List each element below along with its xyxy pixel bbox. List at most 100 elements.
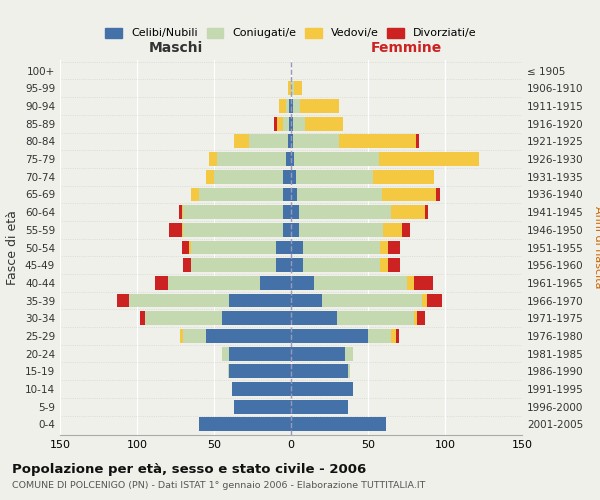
Bar (293, 99, 300, 113)
Bar (130, 294, 229, 308)
Bar (209, 152, 217, 166)
Bar (191, 240, 275, 254)
Bar (289, 99, 291, 113)
Bar (283, 170, 291, 183)
Bar (250, 134, 288, 148)
Bar (214, 170, 283, 183)
Bar (169, 223, 182, 236)
Bar (191, 188, 199, 202)
Bar (291, 188, 297, 202)
Bar (199, 418, 291, 432)
Bar (299, 205, 391, 219)
Bar (275, 240, 291, 254)
Bar (283, 223, 291, 236)
Bar (275, 258, 291, 272)
Y-axis label: Anni di nascita: Anni di nascita (593, 206, 600, 289)
Bar (291, 364, 348, 378)
Bar (293, 134, 339, 148)
Bar (199, 188, 283, 202)
Text: Maschi: Maschi (148, 40, 203, 54)
Bar (217, 152, 286, 166)
Bar (206, 329, 291, 343)
Bar (283, 205, 291, 219)
Bar (145, 312, 222, 325)
Bar (289, 117, 291, 130)
Bar (388, 258, 400, 272)
Text: Popolazione per età, sesso e stato civile - 2006: Popolazione per età, sesso e stato civil… (12, 462, 366, 475)
Bar (283, 188, 291, 202)
Bar (373, 170, 434, 183)
Bar (288, 134, 291, 148)
Bar (183, 329, 206, 343)
Bar (425, 205, 428, 219)
Bar (422, 294, 427, 308)
Bar (304, 258, 380, 272)
Bar (182, 205, 183, 219)
Bar (206, 170, 214, 183)
Bar (234, 400, 291, 413)
Bar (296, 170, 373, 183)
Bar (294, 152, 379, 166)
Bar (314, 276, 407, 290)
Bar (402, 223, 410, 236)
Bar (286, 152, 291, 166)
Bar (291, 223, 299, 236)
Bar (291, 240, 304, 254)
Bar (229, 346, 291, 360)
Bar (291, 294, 322, 308)
Bar (427, 294, 442, 308)
Bar (183, 223, 283, 236)
Bar (291, 205, 299, 219)
Text: Femmine: Femmine (371, 40, 442, 54)
Bar (291, 382, 353, 396)
Bar (345, 346, 353, 360)
Bar (305, 117, 343, 130)
Bar (379, 152, 479, 166)
Bar (339, 134, 416, 148)
Bar (391, 329, 396, 343)
Bar (260, 276, 291, 290)
Bar (396, 329, 399, 343)
Bar (229, 294, 291, 308)
Bar (388, 240, 400, 254)
Bar (288, 82, 291, 95)
Bar (348, 364, 350, 378)
Bar (291, 312, 337, 325)
Bar (168, 276, 260, 290)
Bar (337, 312, 414, 325)
Text: COMUNE DI POLCENIGO (PN) - Dati ISTAT 1° gennaio 2006 - Elaborazione TUTTITALIA.: COMUNE DI POLCENIGO (PN) - Dati ISTAT 1°… (12, 481, 425, 490)
Bar (283, 117, 289, 130)
Bar (383, 223, 402, 236)
Bar (222, 346, 229, 360)
Bar (291, 276, 314, 290)
Bar (277, 117, 283, 130)
Bar (228, 364, 229, 378)
Bar (291, 329, 368, 343)
Bar (391, 205, 425, 219)
Bar (297, 188, 382, 202)
Legend: Celibi/Nubili, Coniugati/e, Vedovi/e, Divorziati/e: Celibi/Nubili, Coniugati/e, Vedovi/e, Di… (102, 24, 480, 42)
Bar (368, 329, 391, 343)
Bar (436, 188, 440, 202)
Bar (304, 240, 380, 254)
Bar (417, 312, 425, 325)
Y-axis label: Fasce di età: Fasce di età (7, 210, 19, 285)
Bar (293, 117, 305, 130)
Bar (291, 82, 294, 95)
Bar (380, 258, 388, 272)
Bar (117, 294, 130, 308)
Bar (291, 418, 386, 432)
Bar (229, 364, 291, 378)
Bar (278, 99, 286, 113)
Bar (291, 170, 296, 183)
Bar (291, 258, 304, 272)
Bar (414, 276, 433, 290)
Bar (299, 223, 383, 236)
Bar (191, 258, 275, 272)
Bar (274, 117, 277, 130)
Bar (380, 240, 388, 254)
Bar (232, 382, 291, 396)
Bar (291, 400, 348, 413)
Bar (291, 152, 294, 166)
Bar (180, 329, 183, 343)
